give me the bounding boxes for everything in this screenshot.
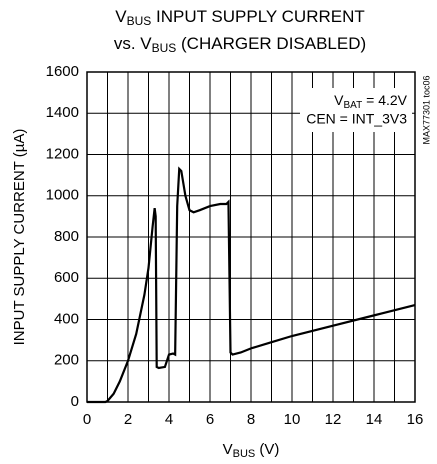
annotation-bg	[300, 88, 412, 132]
y-axis-label: INPUT SUPPLY CURRENT (µA)	[11, 129, 28, 346]
data-line	[87, 166, 416, 404]
plot-frame	[86, 71, 416, 403]
x-tick-label: 4	[165, 411, 173, 428]
x-axis-label: VBUS (V)	[223, 441, 280, 459]
x-tick-label: 6	[206, 411, 214, 428]
chart-title: VBUS INPUT SUPPLY CURRENT	[115, 7, 365, 28]
y-tick-label: 800	[54, 228, 79, 245]
y-tick-label: 1400	[46, 104, 79, 121]
chart-title: vs. VBUS (CHARGER DISABLED)	[114, 34, 366, 55]
y-tick-label: 400	[54, 310, 79, 327]
x-tick-label: 0	[83, 411, 91, 428]
annotation: VBAT = 4.2V	[334, 92, 407, 111]
x-tick-label: 10	[284, 411, 301, 428]
y-tick-label: 1600	[46, 63, 79, 80]
x-tick-label: 16	[407, 411, 424, 428]
annotation: CEN = INT_3V3	[306, 111, 407, 127]
x-tick-label: 2	[124, 411, 132, 428]
x-tick-label: 8	[247, 411, 255, 428]
x-tick-label: 12	[325, 411, 342, 428]
y-tick-label: 0	[71, 393, 79, 410]
figure-code: MAX77301 toc06	[421, 75, 431, 144]
y-tick-label: 1000	[46, 187, 79, 204]
x-tick-label: 14	[366, 411, 383, 428]
y-tick-label: 200	[54, 352, 79, 369]
y-tick-label: 600	[54, 269, 79, 286]
y-tick-label: 1200	[46, 145, 79, 162]
